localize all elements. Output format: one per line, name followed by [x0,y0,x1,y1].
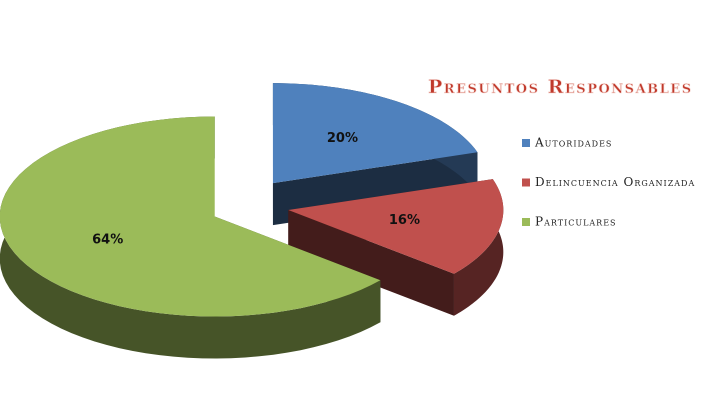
legend-label: Delincuencia Organizada [535,175,695,189]
data-label: 64% [92,232,123,247]
data-label: 16% [389,213,420,228]
chart: 20% 16% 64% Presuntos Responsables Autorid… [0,0,713,409]
legend-label: Autoridades [534,136,612,150]
legend-swatch [522,139,530,147]
legend-swatch [522,218,530,226]
chart-title: Presuntos Responsables [428,76,693,98]
data-label: 20% [327,131,358,146]
legend-swatch [522,179,530,187]
legend-label: Particulares [535,215,617,229]
